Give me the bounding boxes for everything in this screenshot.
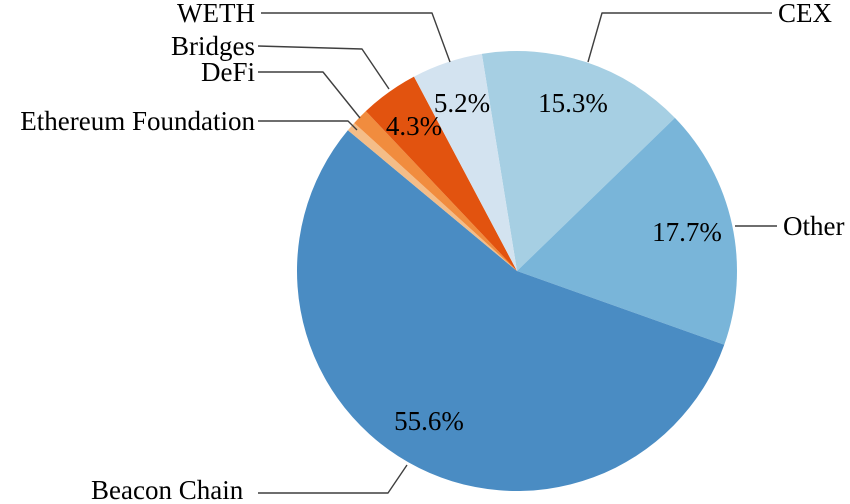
callout-label-beacon-chain: Beacon Chain xyxy=(91,475,244,504)
leader-line-bridges xyxy=(257,45,390,90)
leader-line-ethereum-foundation xyxy=(258,120,358,131)
leader-line-beacon-chain xyxy=(258,464,408,494)
pie-slice-other xyxy=(517,117,737,345)
callout-label-defi: DeFi xyxy=(201,57,255,87)
percent-label-beacon-chain: 55.6% xyxy=(394,406,464,436)
callout-label-other: Other xyxy=(783,211,845,241)
pie-slice-beacon-chain xyxy=(296,130,725,491)
percent-label-other: 17.7% xyxy=(652,217,722,247)
leader-line-cex xyxy=(587,12,772,63)
pie-slice-cex xyxy=(481,51,675,272)
leader-line-defi xyxy=(258,71,361,119)
callout-label-ethereum-foundation: Ethereum Foundation xyxy=(20,106,255,136)
callout-label-bridges: Bridges xyxy=(171,31,255,61)
percent-label-weth: 5.2% xyxy=(433,88,491,118)
callout-label-weth: WETH xyxy=(177,0,255,28)
percent-label-bridges: 4.3% xyxy=(385,111,443,141)
pie-slice-weth xyxy=(413,53,517,271)
pie-slice-defi xyxy=(354,111,517,272)
percent-label-cex: 15.3% xyxy=(538,88,608,118)
leader-line-weth xyxy=(261,12,451,63)
callout-label-cex: CEX xyxy=(778,0,832,28)
pie-slice-bridges xyxy=(365,76,517,271)
pie-slice-ethereum-foundation xyxy=(347,122,517,272)
